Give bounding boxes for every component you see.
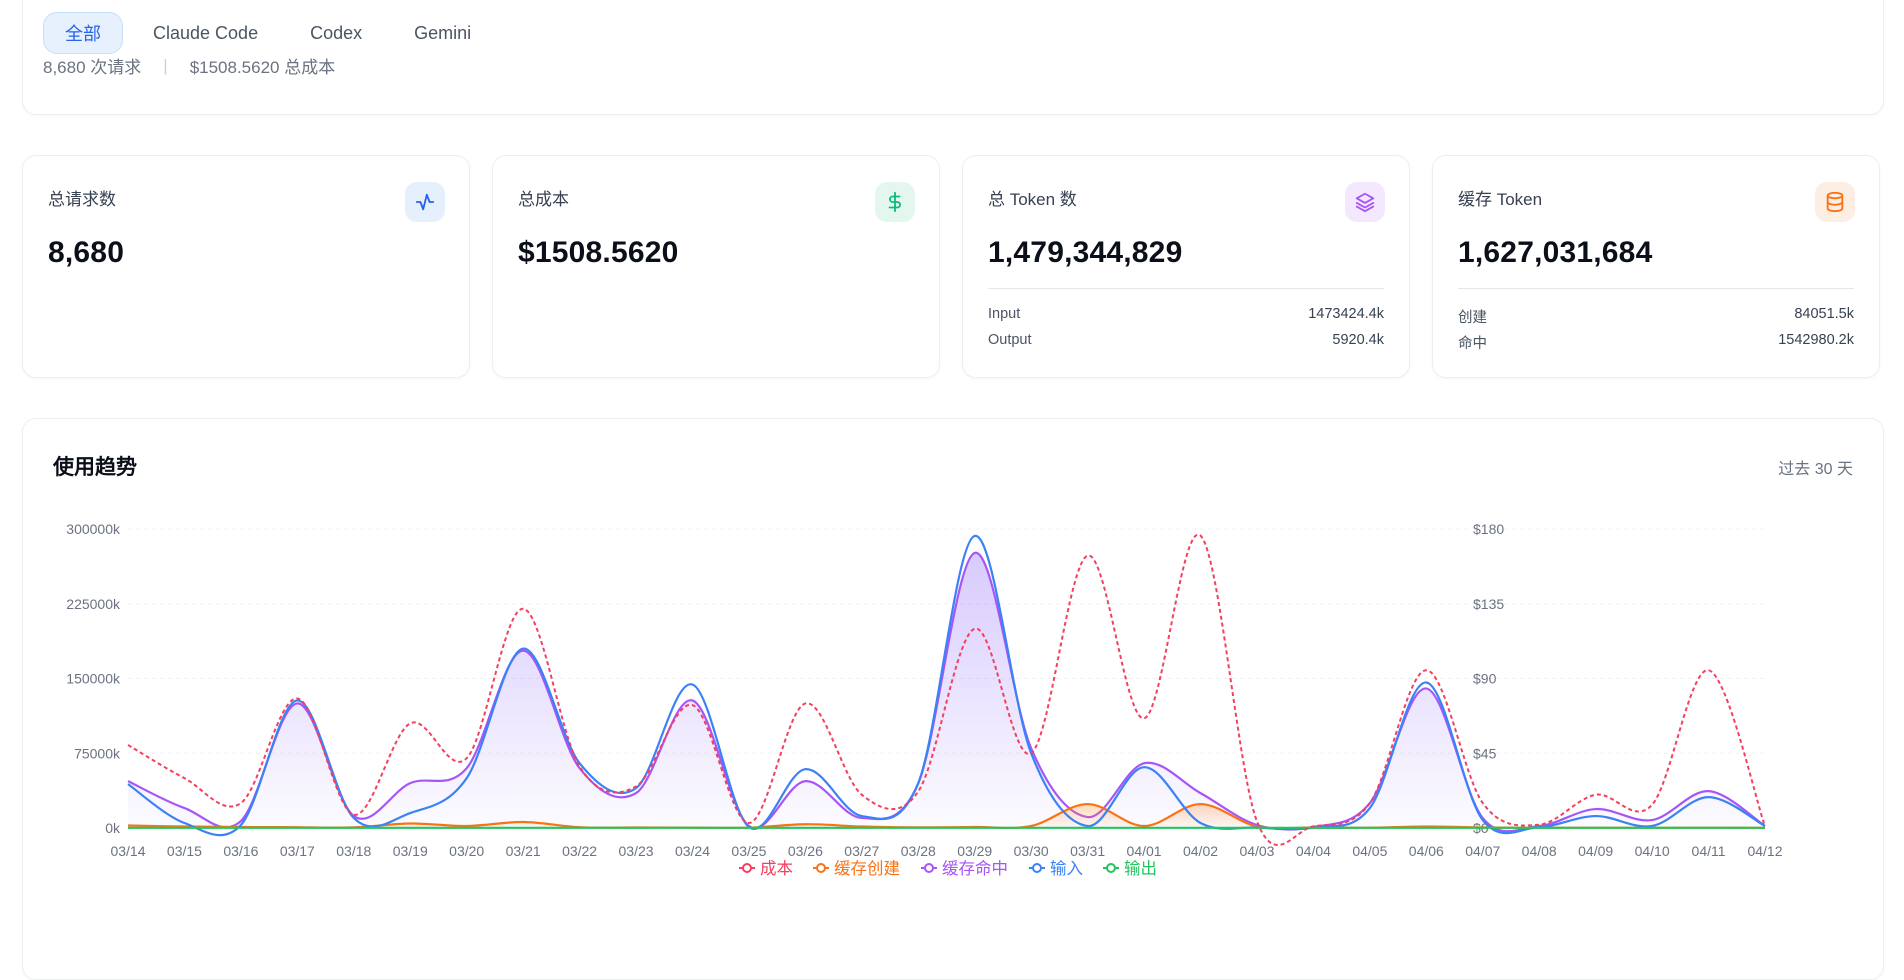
stat-row-value: 5920.4k bbox=[1332, 332, 1384, 348]
legend-label: 成本 bbox=[760, 859, 793, 878]
database-icon bbox=[1815, 182, 1855, 222]
stat-row-hit: 命中 1542980.2k bbox=[1458, 332, 1854, 353]
stat-value: 1,479,344,829 bbox=[988, 236, 1183, 269]
stat-label: 缓存 Token bbox=[1458, 190, 1543, 209]
usage-trend-card: 使用趋势 过去 30 天 0k$075000k$45150000k$902250… bbox=[22, 418, 1884, 980]
stat-row-label: Output bbox=[988, 332, 1032, 348]
x-tick: 04/01 bbox=[1127, 843, 1162, 859]
summary-cost: $1508.5620 总成本 bbox=[189, 58, 336, 77]
chart-title: 使用趋势 bbox=[53, 456, 137, 479]
tab-claude-code[interactable]: Claude Code bbox=[153, 22, 259, 43]
y-right-tick: $45 bbox=[1473, 745, 1497, 761]
y-left-tick: 150000k bbox=[66, 671, 121, 687]
stat-value: 8,680 bbox=[48, 236, 125, 269]
stat-card-tokens: 总 Token 数 1,479,344,829 Input 1473424.4k… bbox=[962, 155, 1410, 378]
stat-row-value: 1542980.2k bbox=[1778, 332, 1854, 348]
stat-card-requests: 总请求数 8,680 bbox=[22, 155, 470, 378]
x-tick: 03/28 bbox=[901, 843, 936, 859]
legend-label: 缓存创建 bbox=[834, 859, 900, 878]
legend-swatch-dot bbox=[1106, 863, 1116, 873]
y-left-tick: 0k bbox=[105, 820, 121, 836]
stat-card-cost: 总成本 $1508.5620 bbox=[492, 155, 940, 378]
x-tick: 04/07 bbox=[1465, 843, 1500, 859]
usage-trend-chart: 0k$075000k$45150000k$90225000k$135300000… bbox=[66, 521, 1782, 878]
stat-row-label: Input bbox=[988, 306, 1021, 322]
x-tick: 04/10 bbox=[1635, 843, 1670, 859]
legend-label: 缓存命中 bbox=[942, 859, 1008, 878]
x-tick: 03/22 bbox=[562, 843, 597, 859]
x-tick: 03/15 bbox=[167, 843, 202, 859]
x-tick: 03/19 bbox=[393, 843, 428, 859]
stat-row-output: Output 5920.4k bbox=[988, 332, 1384, 348]
x-tick: 03/31 bbox=[1070, 843, 1105, 859]
tab-all[interactable]: 全部 bbox=[43, 12, 123, 54]
legend-label: 输出 bbox=[1124, 859, 1157, 878]
x-tick: 04/11 bbox=[1692, 843, 1726, 859]
stat-row-label: 创建 bbox=[1458, 310, 1487, 326]
legend-swatch-dot bbox=[816, 863, 826, 873]
summary-separator: | bbox=[163, 55, 168, 75]
summary-requests: 8,680 次请求 bbox=[43, 58, 142, 77]
stat-row-input: Input 1473424.4k bbox=[988, 306, 1384, 322]
x-tick: 03/18 bbox=[336, 843, 371, 859]
x-tick: 03/30 bbox=[1014, 843, 1049, 859]
stat-row-label: 命中 bbox=[1458, 336, 1487, 352]
y-left-tick: 225000k bbox=[66, 596, 121, 612]
x-tick: 04/04 bbox=[1296, 843, 1331, 859]
stat-row-value: 84051.5k bbox=[1794, 306, 1854, 322]
layers-icon bbox=[1345, 182, 1385, 222]
stat-label: 总 Token 数 bbox=[988, 190, 1077, 209]
legend-label: 输入 bbox=[1050, 859, 1083, 878]
stat-value: 1,627,031,684 bbox=[1458, 236, 1653, 269]
stat-card-cache: 缓存 Token 1,627,031,684 创建 84051.5k 命中 15… bbox=[1432, 155, 1880, 378]
y-right-tick: $180 bbox=[1473, 521, 1504, 537]
stat-label: 总成本 bbox=[518, 190, 569, 209]
stat-row-create: 创建 84051.5k bbox=[1458, 306, 1854, 327]
activity-icon bbox=[405, 182, 445, 222]
x-tick: 03/26 bbox=[788, 843, 823, 859]
legend-swatch-dot bbox=[924, 863, 934, 873]
x-tick: 04/08 bbox=[1522, 843, 1557, 859]
x-tick: 03/29 bbox=[957, 843, 992, 859]
series-line-cost bbox=[127, 533, 1766, 847]
stat-label: 总请求数 bbox=[48, 190, 116, 209]
legend-swatch-dot bbox=[1032, 863, 1042, 873]
tool-tabs: 全部 Claude Code Codex Gemini bbox=[43, 12, 493, 54]
stat-divider bbox=[1458, 288, 1854, 289]
x-tick: 03/16 bbox=[223, 843, 258, 859]
stat-value: $1508.5620 bbox=[518, 236, 679, 269]
y-right-tick: $135 bbox=[1473, 596, 1504, 612]
y-left-tick: 75000k bbox=[74, 745, 121, 761]
x-tick: 04/09 bbox=[1578, 843, 1613, 859]
series-line-input bbox=[127, 534, 1766, 837]
x-tick: 04/06 bbox=[1409, 843, 1444, 859]
x-tick: 03/23 bbox=[619, 843, 654, 859]
x-tick: 03/21 bbox=[506, 843, 541, 859]
tab-gemini[interactable]: Gemini bbox=[414, 22, 472, 43]
stat-row-value: 1473424.4k bbox=[1308, 306, 1384, 322]
legend-swatch-dot bbox=[742, 863, 752, 873]
x-tick: 03/20 bbox=[449, 843, 484, 859]
x-tick: 03/17 bbox=[280, 843, 315, 859]
x-tick: 03/27 bbox=[844, 843, 879, 859]
chart-range: 过去 30 天 bbox=[1778, 461, 1853, 478]
x-tick: 04/05 bbox=[1352, 843, 1387, 859]
x-tick: 03/24 bbox=[675, 843, 710, 859]
tab-codex[interactable]: Codex bbox=[310, 22, 363, 43]
y-right-tick: $90 bbox=[1473, 671, 1497, 687]
series-area-cache-hit bbox=[128, 552, 1765, 832]
stat-divider bbox=[988, 288, 1384, 289]
y-left-tick: 300000k bbox=[66, 521, 121, 537]
x-tick: 03/14 bbox=[110, 843, 145, 859]
x-tick: 04/12 bbox=[1747, 843, 1782, 859]
x-tick: 04/02 bbox=[1183, 843, 1218, 859]
summary-line: 8,680 次请求 | $1508.5620 总成本 bbox=[43, 53, 335, 78]
x-tick: 04/03 bbox=[1239, 843, 1274, 859]
filter-card: 全部 Claude Code Codex Gemini 8,680 次请求 | … bbox=[22, 0, 1884, 115]
x-tick: 03/25 bbox=[731, 843, 766, 859]
dollar-icon bbox=[875, 182, 915, 222]
